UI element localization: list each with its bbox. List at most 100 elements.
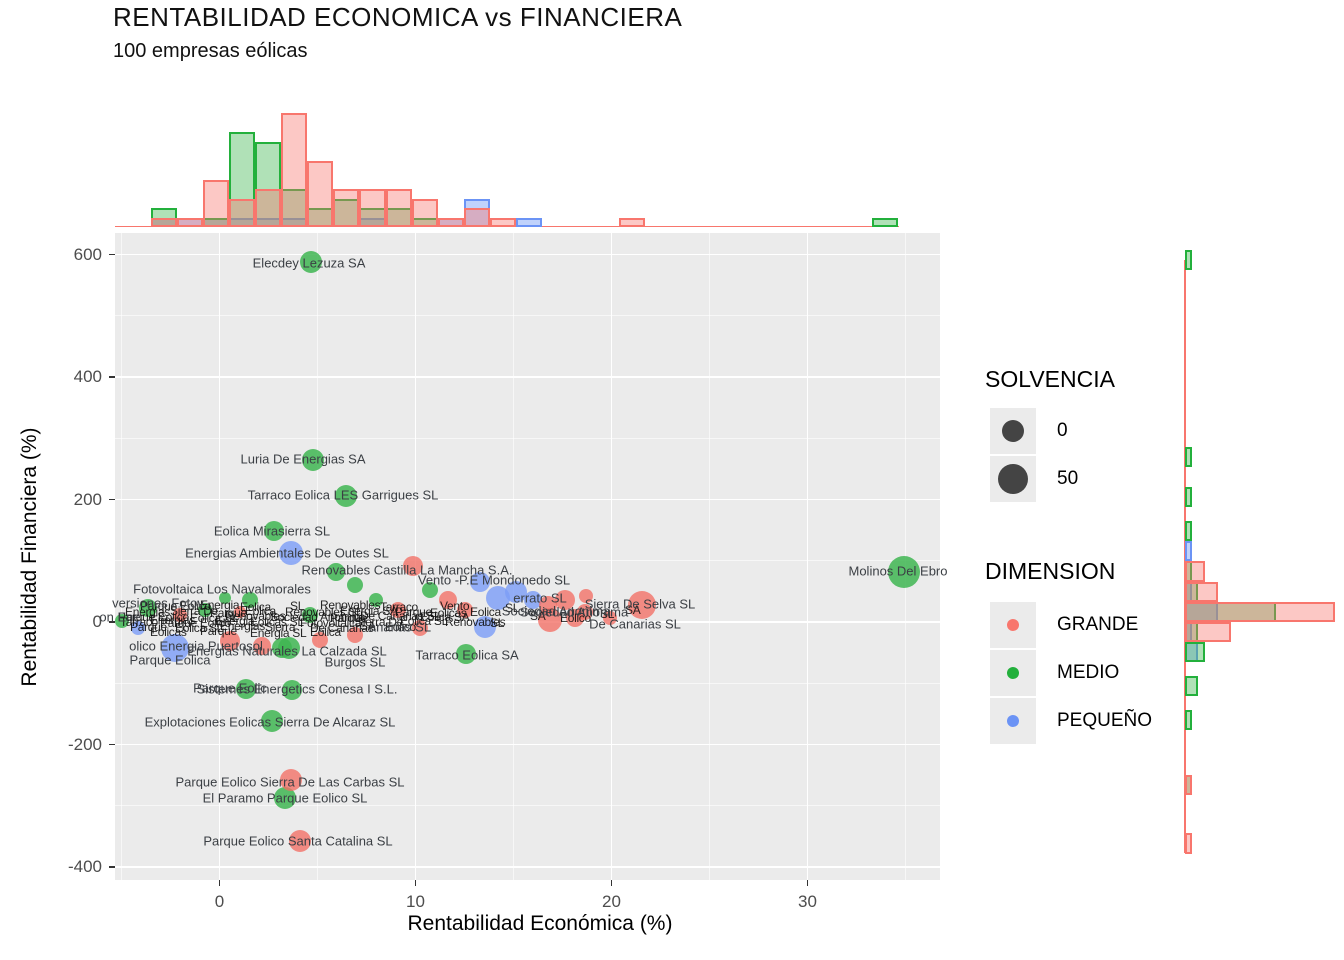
data-point	[219, 592, 231, 604]
gridline-major-horizontal	[115, 866, 940, 868]
data-point	[198, 603, 212, 617]
point-label: olico Energia Puertosol	[129, 638, 263, 654]
x-axis-tick-label: 0	[214, 892, 225, 911]
data-point	[335, 485, 357, 507]
y-axis-tick	[109, 743, 115, 746]
right-histogram-bar-g	[1185, 446, 1192, 468]
right-histogram-bar-g	[1185, 675, 1198, 697]
grande-dot-icon	[1007, 619, 1019, 631]
cluster-label-fragment: Eolica	[240, 600, 271, 614]
data-point	[173, 608, 187, 622]
x-axis-tick	[610, 880, 613, 886]
y-axis-tick-label: 0	[92, 612, 102, 631]
right-histogram-bar-g	[1185, 249, 1192, 270]
cluster-label-fragment: Sierra De	[170, 604, 218, 618]
cluster-label-fragment: SL	[290, 599, 305, 613]
data-point	[242, 592, 258, 608]
point-label: Parque Eolico Santa Catalina SL	[203, 833, 393, 849]
point-label: Luria De Energias SA	[240, 451, 366, 467]
x-axis-tick-label: 30	[798, 892, 817, 911]
gridline-major-horizontal	[115, 253, 940, 256]
data-point	[566, 609, 584, 627]
top-histogram-bar-r	[437, 217, 464, 227]
cluster-label-fragment: SA	[625, 603, 641, 617]
cluster-label-fragment: Vento	[440, 599, 470, 613]
data-point	[888, 556, 920, 588]
point-label: versiones Fotov	[112, 595, 204, 611]
gridline-minor-horizontal	[115, 560, 940, 562]
top-histogram-bar-r	[255, 189, 282, 227]
data-point	[403, 556, 423, 576]
top-histogram-bar-r	[333, 189, 360, 227]
chart-subtitle: 100 empresas eólicas	[113, 40, 308, 62]
top-histogram-bar-r	[229, 198, 256, 227]
data-point	[115, 614, 129, 628]
y-axis-tick	[109, 621, 115, 623]
gridline-minor-horizontal	[115, 315, 940, 317]
cluster-label-fragment: De Canarias SL	[360, 609, 441, 623]
legend-color-label-2: PEQUEÑO	[1057, 710, 1153, 731]
right-histogram-bar-g	[1185, 520, 1192, 542]
right-histogram-bar-r	[1185, 561, 1205, 582]
cluster-label-fragment: Eolico	[385, 620, 416, 634]
cluster-label-fragment: Energias	[125, 605, 170, 619]
top-histogram-bar-g	[872, 217, 899, 227]
gridline-minor-vertical	[121, 233, 122, 880]
data-point	[439, 591, 457, 609]
cluster-label-fragment: Eolica	[470, 605, 501, 619]
y-axis-tick-label: 400	[73, 367, 102, 386]
cluster-label-fragment: SL	[505, 601, 520, 615]
gridline-minor-horizontal	[115, 805, 940, 807]
data-point	[253, 637, 271, 655]
cluster-label-fragment: Energias	[220, 619, 265, 633]
legend-color-label-0: GRANDE	[1057, 614, 1139, 635]
data-point	[524, 591, 542, 609]
right-histogram-bar-g	[1185, 642, 1205, 663]
chart-title: RENTABILIDAD ECONOMICA vs FINANCIERA	[113, 2, 683, 32]
data-point	[327, 563, 345, 581]
point-label: Fotovoltaica Los Navalmorales	[133, 581, 311, 597]
point-label: on Ene	[99, 609, 141, 625]
top-histogram-bar-g	[229, 132, 256, 227]
data-point	[369, 593, 383, 607]
data-point	[131, 621, 145, 635]
point-label: Sistemes Energetics Conesa I S.L.	[196, 681, 398, 697]
legend-color-title: DIMENSION	[985, 558, 1116, 584]
point-label: De Canarias SL	[589, 616, 681, 632]
gridline-minor-vertical	[317, 233, 318, 880]
gridline-major-horizontal	[115, 498, 940, 501]
cluster-label-fragment: Eolica SL	[175, 621, 223, 635]
cluster-label-fragment: Eolicas	[150, 625, 187, 639]
right-histogram-bar-b	[1185, 541, 1192, 562]
top-histogram-bar-r	[463, 208, 490, 227]
cluster-label-fragment: SA	[530, 609, 546, 623]
top-histogram-bar-r	[619, 217, 646, 227]
right-histogram-bar-r	[1185, 775, 1192, 796]
data-point	[628, 591, 656, 619]
top-histogram-bar-r	[150, 217, 177, 227]
right-histogram-bar-r	[1185, 622, 1231, 643]
point-label: Parque Eolica	[129, 652, 211, 668]
gridline-major-vertical	[218, 233, 221, 880]
data-point	[390, 602, 406, 618]
data-point	[555, 590, 575, 610]
top-histogram-bar-r	[281, 113, 308, 227]
gridline-minor-vertical	[513, 233, 514, 880]
point-label: Eolica Mirasierra SL	[213, 523, 331, 539]
data-point	[422, 582, 438, 598]
x-axis-tick	[414, 880, 417, 886]
point-label: El Paramo Parque Eolico SL	[202, 790, 368, 806]
y-axis-tick	[109, 376, 115, 378]
top-histogram-bar-r	[359, 189, 386, 227]
top-histogram-bar-r	[489, 217, 516, 227]
right-histogram-bar-r	[1185, 601, 1335, 622]
scatter-panel	[115, 233, 940, 880]
cluster-label-fragment: Energia SL	[250, 626, 307, 640]
y-axis-tick-label: -400	[67, 857, 102, 876]
data-point	[234, 606, 246, 618]
data-point	[139, 599, 157, 617]
x-axis-tick	[218, 880, 221, 886]
cluster-label-fragment: Eolica SL	[400, 614, 448, 628]
point-label: Burgos SL	[324, 654, 386, 670]
medio-dot-icon	[1007, 667, 1019, 679]
